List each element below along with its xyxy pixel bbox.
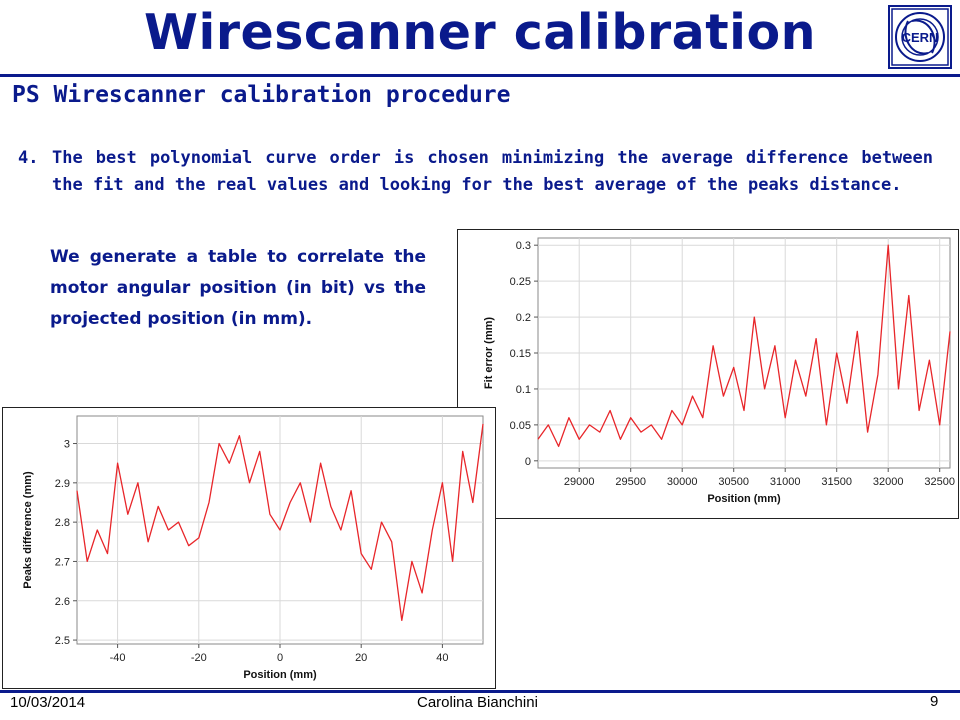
peaks-diff-ytick-label: 2.6 — [55, 596, 70, 608]
peaks-diff-ytick-label: 2.9 — [55, 478, 70, 490]
footer-author: Carolina Bianchini — [417, 694, 538, 711]
peaks-diff-xtick-label: -40 — [110, 652, 126, 664]
fit-error-series-line — [537, 244, 951, 448]
fit-error-ytick-label: 0.3 — [516, 240, 531, 252]
fit-error-xtick-label: 31500 — [821, 476, 852, 488]
peaks-diff-xaxis-label: Position (mm) — [243, 669, 317, 681]
page-number: 9 — [930, 693, 939, 710]
fit-error-ytick-label: 0.05 — [510, 420, 531, 432]
fit-error-chart-svg: 0 0.05 0.1 0.15 0.2 0.25 0.3 29000 29500 30000 305… — [483, 237, 955, 505]
fit-error-xtick-label: 30000 — [667, 476, 698, 488]
peaks-diff-xtick-label: 20 — [355, 652, 367, 664]
footer-date: 10/03/2014 — [10, 694, 86, 711]
fit-error-ytick-label: 0.2 — [516, 312, 531, 324]
fit-error-xtick-label: 30500 — [718, 476, 749, 488]
fit-error-chart: 0 0.05 0.1 0.15 0.2 0.25 0.3 29000 29500 30000 305… — [457, 229, 959, 519]
fit-error-xtick-label: 32500 — [924, 476, 955, 488]
footer-rule — [0, 690, 960, 693]
peaks-diff-ytick-label: 2.5 — [55, 635, 70, 647]
peaks-diff-xtick-label: -20 — [191, 652, 207, 664]
peaks-difference-chart-svg: 2.5 2.6 2.7 2.8 2.9 3 -40 -20 0 20 40 Position (mm)… — [22, 415, 484, 681]
fit-error-xtick-label: 32000 — [873, 476, 904, 488]
fit-error-ytick-label: 0 — [525, 456, 531, 468]
cern-logo: CERN — [888, 5, 952, 69]
bullet-number: 4. — [18, 148, 39, 168]
fit-error-ytick-label: 0.25 — [510, 276, 531, 288]
peaks-diff-ytick-label: 3 — [64, 439, 70, 451]
title-underline — [0, 74, 960, 77]
peaks-diff-yaxis-label: Peaks difference (mm) — [22, 471, 34, 589]
peaks-diff-xtick-label: 0 — [277, 652, 283, 664]
note-paragraph: We generate a table to correlate the mot… — [50, 247, 426, 329]
peaks-diff-ytick-label: 2.8 — [55, 517, 70, 529]
fit-error-ytick-label: 0.1 — [516, 384, 531, 396]
peaks-diff-series-line — [76, 423, 484, 622]
fit-error-yaxis-label: Fit error (mm) — [483, 317, 495, 389]
fit-error-ytick-label: 0.15 — [510, 348, 531, 360]
slide-title: Wirescanner calibration — [143, 4, 817, 61]
peaks-difference-chart: 2.5 2.6 2.7 2.8 2.9 3 -40 -20 0 20 40 Position (mm)… — [2, 407, 496, 689]
peaks-diff-xtick-label: 40 — [436, 652, 448, 664]
bullet-text: The best polynomial curve order is chose… — [52, 148, 933, 195]
fit-error-xtick-label: 29000 — [564, 476, 595, 488]
peaks-diff-ytick-label: 2.7 — [55, 556, 70, 568]
slide-subtitle: PS Wirescanner calibration procedure — [12, 82, 511, 108]
logo-text: CERN — [902, 30, 939, 45]
fit-error-xtick-label: 29500 — [615, 476, 646, 488]
fit-error-xtick-label: 31000 — [770, 476, 801, 488]
fit-error-xaxis-label: Position (mm) — [707, 493, 781, 505]
